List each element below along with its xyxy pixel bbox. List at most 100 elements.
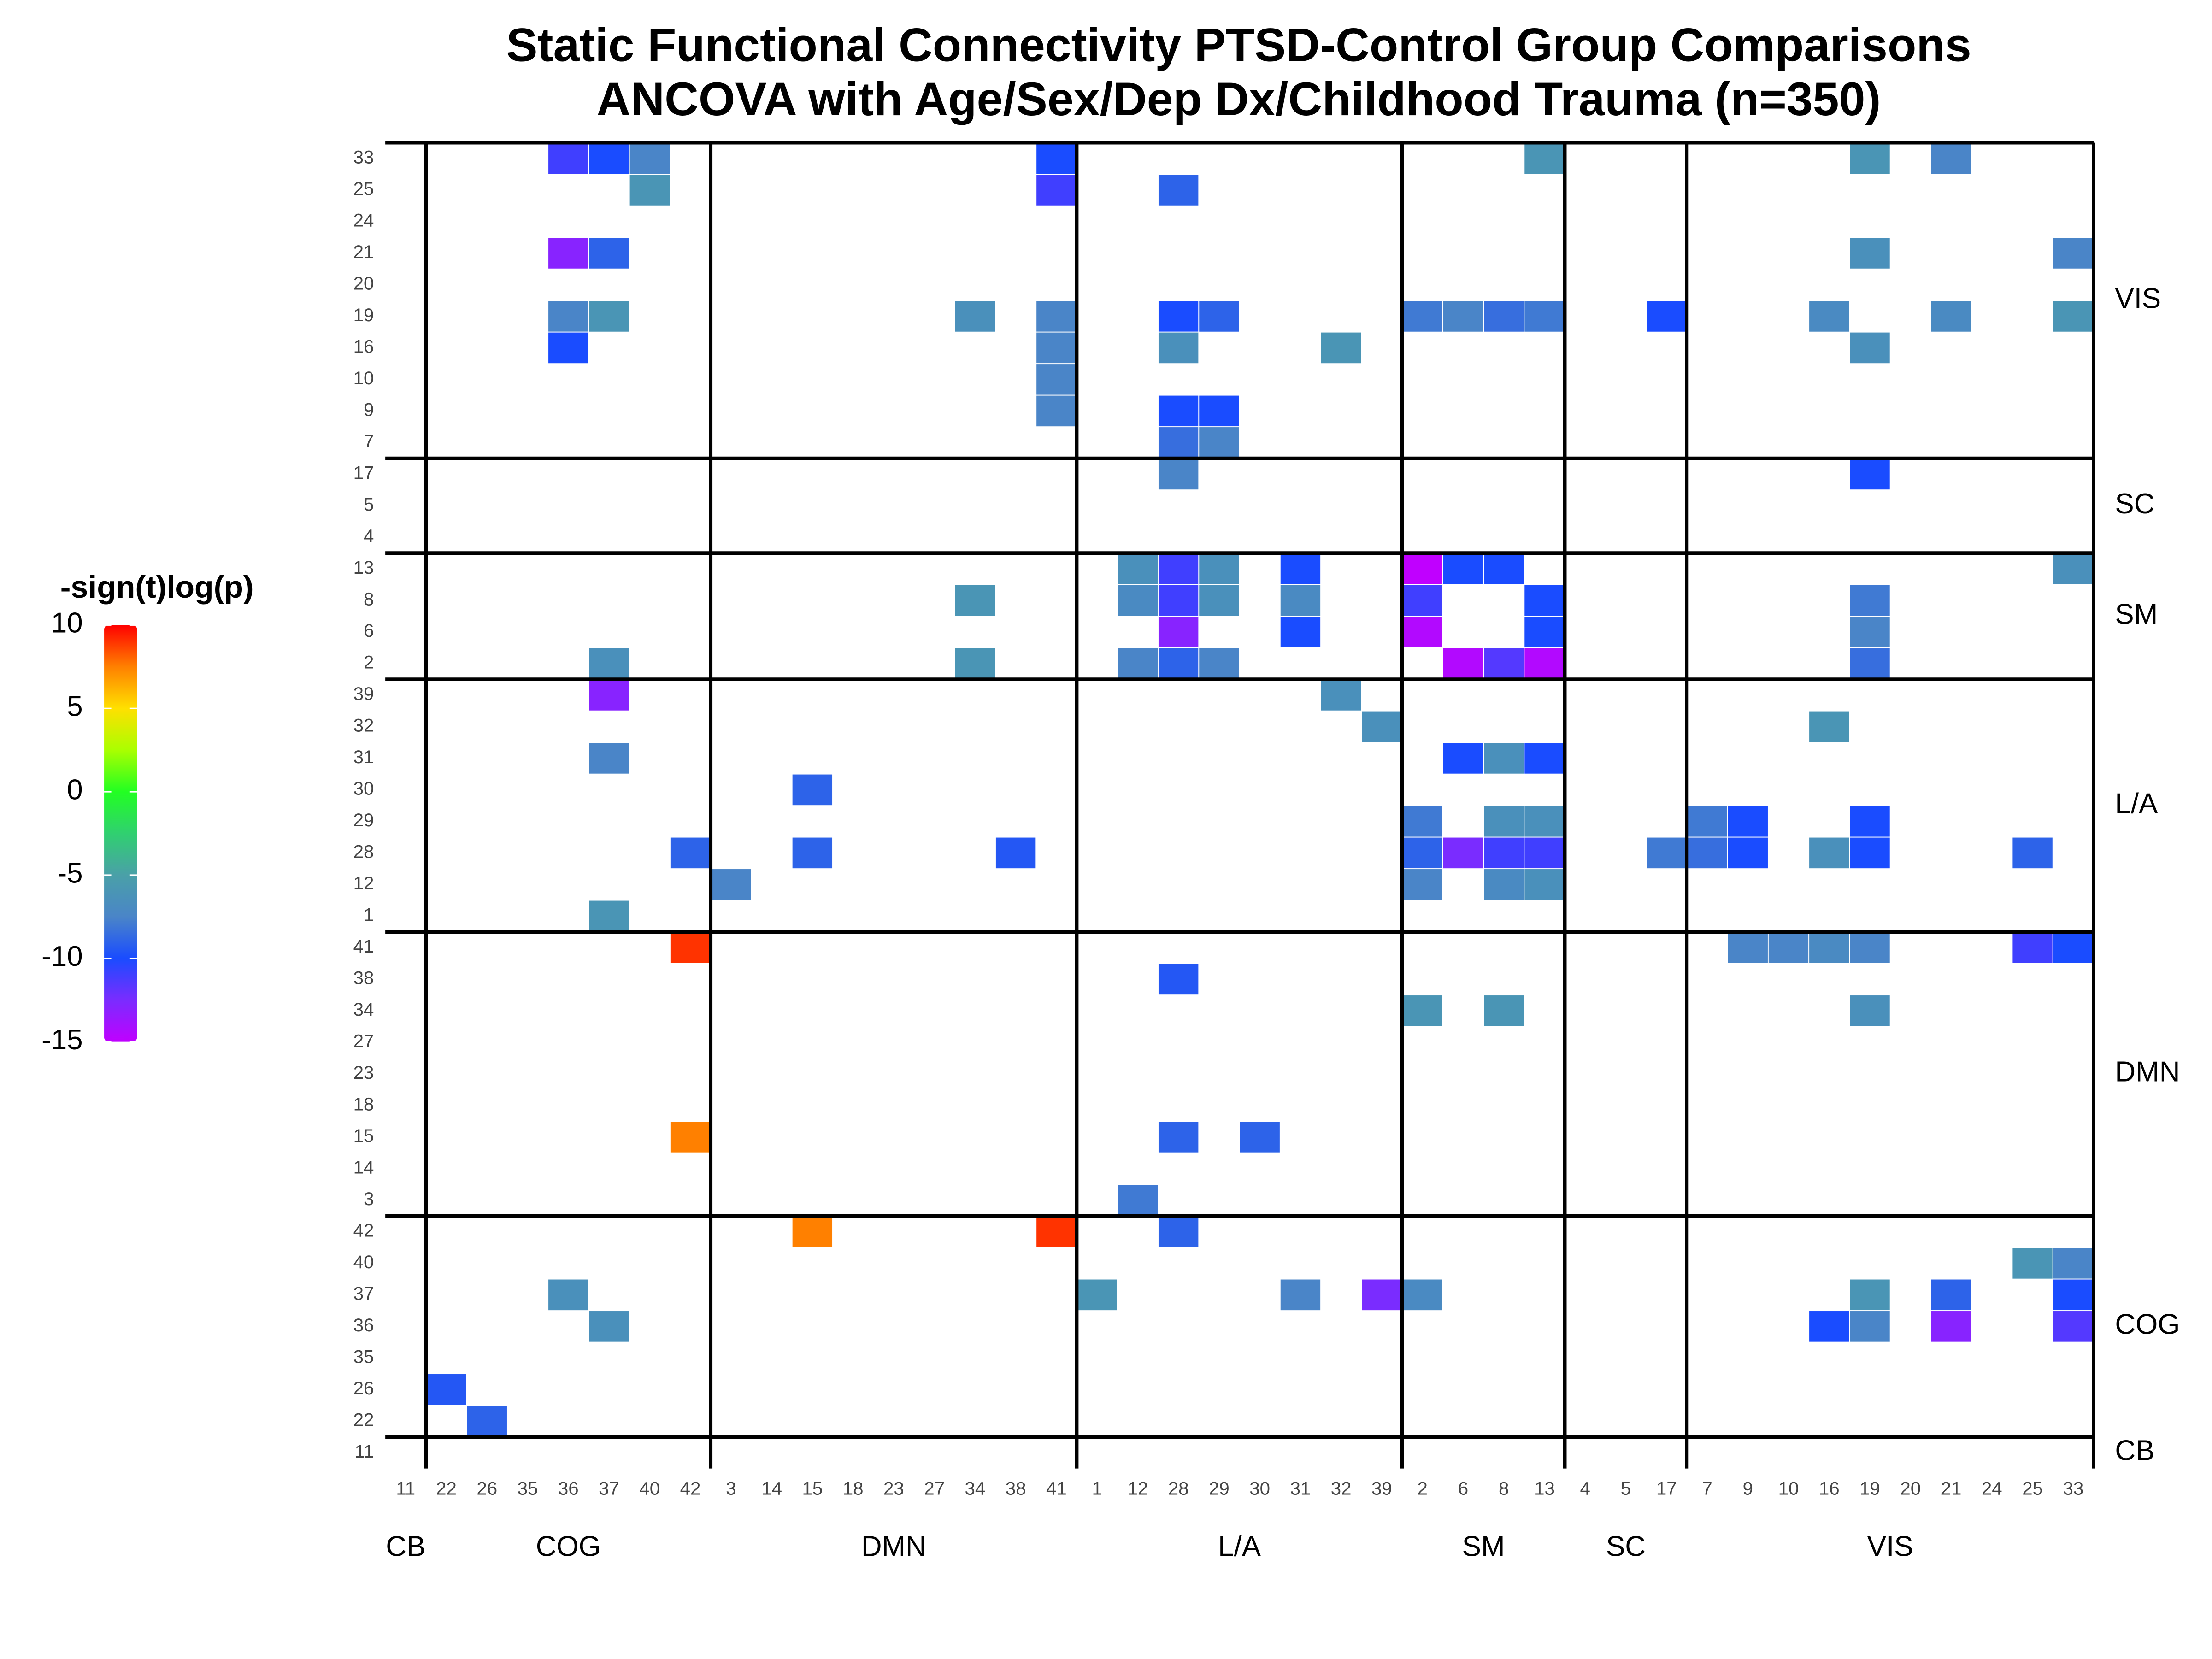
heatmap-cell	[1808, 931, 1850, 964]
heatmap-cell	[588, 647, 630, 680]
y-tick-label: 30	[353, 778, 374, 799]
heatmap-cell	[1849, 458, 1891, 491]
heatmap-cell	[588, 679, 630, 712]
y-tick-label: 14	[353, 1157, 374, 1177]
x-group-label: SM	[1462, 1530, 1505, 1562]
heatmap-cell	[1849, 647, 1891, 680]
heatmap-cell	[1401, 994, 1443, 1027]
heatmap-cell	[1849, 1310, 1891, 1343]
y-tick-label: 3	[364, 1188, 374, 1209]
heatmap-cell	[1401, 1278, 1443, 1312]
heatmap-cell	[1158, 584, 1200, 617]
heatmap-cell	[1361, 710, 1403, 743]
heatmap-cell	[1442, 742, 1484, 775]
x-tick-label: 3	[726, 1478, 736, 1499]
heatmap-cell	[1686, 805, 1728, 838]
heatmap-cell	[1158, 426, 1200, 459]
heatmap-cell	[1524, 742, 1565, 775]
heatmap-cell	[1930, 142, 1972, 175]
heatmap-cell	[547, 142, 589, 175]
heatmap-cell	[1524, 584, 1565, 617]
heatmap-cell	[1930, 1310, 1972, 1343]
y-tick-label: 38	[353, 967, 374, 988]
heatmap-cell	[670, 1121, 712, 1153]
x-tick-label: 26	[477, 1478, 497, 1499]
heatmap-cell	[1239, 1121, 1281, 1153]
x-group-label: CB	[386, 1530, 425, 1562]
y-group-label: SC	[2115, 488, 2154, 520]
x-tick-label: 9	[1743, 1478, 1753, 1499]
heatmap-cell	[1158, 331, 1200, 365]
heatmap-cell	[1198, 300, 1240, 333]
x-group-label: COG	[536, 1530, 601, 1562]
heatmap-cell	[1442, 647, 1484, 680]
heatmap-cell	[1279, 584, 1321, 617]
heatmap-cell	[1849, 584, 1891, 617]
x-tick-label: 8	[1499, 1478, 1509, 1499]
y-tick-label: 28	[353, 841, 374, 862]
y-tick-label: 29	[353, 810, 374, 830]
heatmap-cell	[1727, 805, 1769, 838]
x-tick-label: 10	[1778, 1478, 1799, 1499]
heatmap-cell	[588, 742, 630, 775]
y-tick-label: 35	[353, 1346, 374, 1367]
heatmap-cell	[1279, 553, 1321, 585]
heatmap-cell	[466, 1405, 508, 1438]
heatmap-cell	[1198, 426, 1240, 459]
heatmap-cell	[710, 868, 752, 901]
heatmap-cell	[2052, 300, 2094, 333]
colorbar	[104, 625, 137, 1042]
heatmap-cell	[1727, 931, 1769, 964]
y-tick-label: 17	[353, 463, 374, 483]
heatmap-cell	[1158, 300, 1200, 333]
x-tick-label: 5	[1621, 1478, 1631, 1499]
x-tick-label: 23	[883, 1478, 904, 1499]
x-tick-label: 27	[924, 1478, 945, 1499]
heatmap-cell	[1849, 805, 1891, 838]
y-tick-label: 5	[364, 494, 374, 515]
heatmap-cell	[1483, 647, 1525, 680]
heatmap-cell	[2052, 237, 2094, 270]
x-tick-label: 42	[680, 1478, 701, 1499]
x-tick-label: 32	[1331, 1478, 1352, 1499]
x-tick-label: 24	[1982, 1478, 2002, 1499]
heatmap-cell	[1483, 868, 1525, 901]
heatmap-cell	[1401, 868, 1443, 901]
colorbar-tick-label: 10	[51, 607, 83, 639]
y-tick-label: 39	[353, 683, 374, 704]
y-group-label: VIS	[2115, 283, 2161, 315]
x-tick-label: 4	[1580, 1478, 1590, 1499]
x-tick-label: 7	[1702, 1478, 1712, 1499]
x-group-label: SC	[1606, 1530, 1646, 1562]
x-tick-label: 17	[1656, 1478, 1677, 1499]
heatmap-cell	[1524, 868, 1565, 901]
heatmap-cell	[1035, 1215, 1077, 1248]
heatmap-cell	[588, 900, 630, 933]
heatmap-cell	[1767, 931, 1810, 964]
heatmap-cell	[1279, 1278, 1321, 1312]
heatmap-cell	[1117, 553, 1159, 585]
heatmap-cell	[1035, 142, 1077, 175]
heatmap-cell	[1117, 584, 1159, 617]
heatmap-cell	[1035, 300, 1077, 333]
x-tick-label: 38	[1006, 1478, 1026, 1499]
heatmap-cell	[1401, 300, 1443, 333]
heatmap-cell	[1849, 931, 1891, 964]
heatmap-cell	[588, 1310, 630, 1343]
x-tick-label: 30	[1249, 1478, 1270, 1499]
heatmap-cell	[2052, 1278, 2094, 1312]
x-tick-label: 33	[2063, 1478, 2083, 1499]
y-tick-label: 33	[353, 147, 374, 168]
heatmap-cell	[954, 647, 996, 680]
x-tick-label: 22	[436, 1478, 457, 1499]
heatmap-cell	[1524, 616, 1565, 648]
heatmap-cell	[1198, 647, 1240, 680]
heatmap-cell	[1849, 616, 1891, 648]
y-tick-label: 37	[353, 1283, 374, 1304]
heatmap-cell	[1442, 836, 1484, 870]
heatmap-cell	[1401, 553, 1443, 585]
y-tick-label: 16	[353, 336, 374, 357]
heatmap-cell	[588, 142, 630, 175]
heatmap-cell	[588, 237, 630, 270]
heatmap-cell	[1320, 679, 1362, 712]
